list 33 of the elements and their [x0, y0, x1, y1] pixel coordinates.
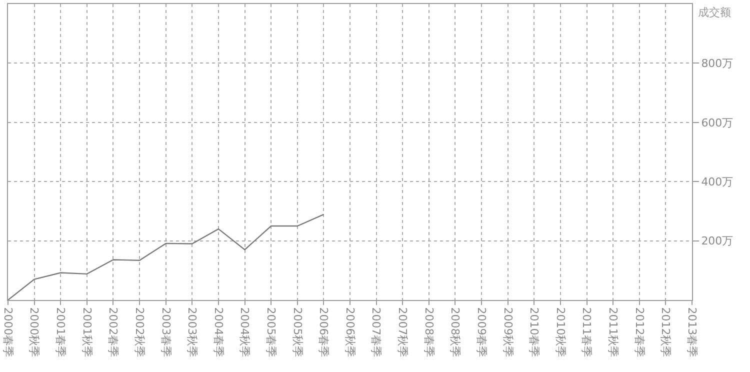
x-tick-label: 2009秋季	[501, 307, 514, 358]
y-axis-title: 成交额	[698, 6, 731, 19]
x-tick-label: 2013春季	[685, 307, 698, 358]
x-tick-label: 2005春季	[264, 307, 278, 358]
x-tick-label: 2000春季	[1, 307, 14, 358]
x-tick-label: 2010春季	[528, 307, 541, 358]
x-tick-label: 2008春季	[422, 307, 436, 358]
y-tick-label: 800万	[701, 57, 734, 70]
x-tick-label: 2006秋季	[343, 307, 356, 358]
x-tick-label: 2001秋季	[80, 307, 94, 358]
x-tick-label: 2011秋季	[606, 307, 620, 358]
x-tick-label: 2003春季	[159, 307, 172, 358]
x-tick-label: 2009春季	[474, 307, 488, 358]
x-tick-label: 2006春季	[317, 307, 330, 358]
x-tick-label: 2008秋季	[448, 307, 462, 358]
x-tick-label: 2012秋季	[659, 307, 672, 358]
x-tick-label: 2001春季	[54, 307, 68, 358]
x-tick-label: 2012春季	[632, 307, 646, 358]
x-tick-label: 2007秋季	[396, 307, 410, 358]
x-tick-label: 2010秋季	[554, 307, 567, 358]
x-tick-label: 2004秋季	[238, 307, 252, 358]
x-tick-label: 2002秋季	[132, 307, 146, 358]
y-tick-label: 400万	[701, 175, 734, 188]
y-tick-label: 600万	[701, 116, 734, 130]
y-tick-label: 200万	[701, 234, 734, 248]
x-tick-label: 2011春季	[580, 307, 594, 358]
x-tick-label: 2000秋季	[28, 307, 41, 358]
x-tick-label: 2005秋季	[290, 307, 304, 358]
x-tick-label: 2007春季	[370, 307, 383, 358]
line-series	[8, 214, 324, 300]
x-tick-label: 2003秋季	[186, 307, 199, 358]
x-tick-label: 2002春季	[106, 307, 120, 358]
x-tick-label: 2004春季	[212, 307, 225, 358]
